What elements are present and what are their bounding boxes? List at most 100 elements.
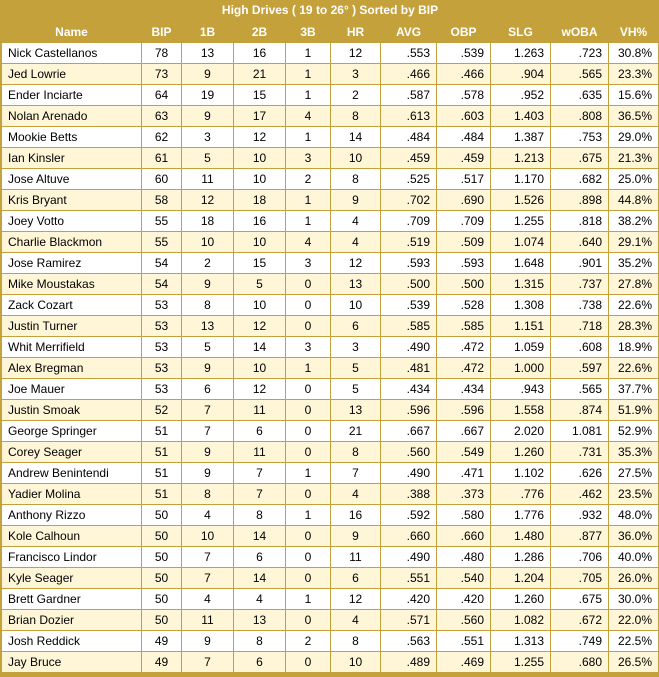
woba-cell: .675 — [550, 147, 609, 169]
table-row: Kyle Seager 50 7 14 0 6.551.540 1.204.705 26.0% — [1, 567, 659, 589]
home-runs-cell: 9 — [330, 189, 381, 211]
doubles-cell: 21 — [233, 63, 286, 85]
triples-cell: 2 — [285, 630, 331, 652]
doubles-cell: 14 — [233, 336, 286, 358]
bip-cell: 51 — [141, 483, 182, 505]
home-runs-cell: 6 — [330, 315, 381, 337]
home-runs-cell: 12 — [330, 42, 381, 64]
table-row: Whit Merrifield 53 5 14 3 3.490.472 1.059.608 1… — [1, 336, 659, 358]
slg-cell: 1.480 — [490, 525, 551, 547]
triples-cell: 1 — [285, 63, 331, 85]
table-row: Jose Altuve 60 11 10 2 8.525.517 1.170.682 25.0… — [1, 168, 659, 190]
vh-pct-cell: 35.2% — [608, 252, 659, 274]
column-header-name[interactable]: Name — [1, 21, 142, 43]
home-runs-cell: 9 — [330, 525, 381, 547]
slg-cell: 1.263 — [490, 42, 551, 64]
obp-cell: .517 — [436, 168, 491, 190]
vh-pct-cell: 44.8% — [608, 189, 659, 211]
obp-cell: .469 — [436, 651, 491, 673]
avg-cell: .466 — [380, 63, 437, 85]
woba-cell: .626 — [550, 462, 609, 484]
singles-cell: 13 — [181, 42, 234, 64]
home-runs-cell: 4 — [330, 210, 381, 232]
vh-pct-cell: 29.1% — [608, 231, 659, 253]
triples-cell: 0 — [285, 567, 331, 589]
avg-cell: .660 — [380, 525, 437, 547]
doubles-cell: 7 — [233, 462, 286, 484]
obp-cell: .709 — [436, 210, 491, 232]
player-name-cell: Mike Moustakas — [1, 273, 142, 295]
obp-cell: .667 — [436, 420, 491, 442]
player-name-cell: Joey Votto — [1, 210, 142, 232]
doubles-cell: 12 — [233, 378, 286, 400]
table-row: Alex Bregman 53 9 10 1 5.481.472 1.000.597 22.6… — [1, 357, 659, 379]
singles-cell: 9 — [181, 105, 234, 127]
woba-cell: .640 — [550, 231, 609, 253]
singles-cell: 5 — [181, 336, 234, 358]
player-name-cell: Josh Reddick — [1, 630, 142, 652]
player-name-cell: Kole Calhoun — [1, 525, 142, 547]
doubles-cell: 10 — [233, 357, 286, 379]
triples-cell: 0 — [285, 420, 331, 442]
column-header-3b[interactable]: 3B — [285, 21, 331, 43]
avg-cell: .593 — [380, 252, 437, 274]
obp-cell: .580 — [436, 504, 491, 526]
woba-cell: .597 — [550, 357, 609, 379]
triples-cell: 3 — [285, 252, 331, 274]
bip-cell: 53 — [141, 357, 182, 379]
woba-cell: .675 — [550, 588, 609, 610]
slg-cell: 1.260 — [490, 441, 551, 463]
column-header-1b[interactable]: 1B — [181, 21, 234, 43]
vh-pct-cell: 35.3% — [608, 441, 659, 463]
vh-pct-cell: 26.0% — [608, 567, 659, 589]
player-name-cell: Jose Ramirez — [1, 252, 142, 274]
singles-cell: 4 — [181, 588, 234, 610]
doubles-cell: 10 — [233, 147, 286, 169]
vh-pct-cell: 29.0% — [608, 126, 659, 148]
player-name-cell: Jed Lowrie — [1, 63, 142, 85]
column-header-hr[interactable]: HR — [330, 21, 381, 43]
slg-cell: 1.558 — [490, 399, 551, 421]
triples-cell: 0 — [285, 546, 331, 568]
bip-cell: 50 — [141, 567, 182, 589]
bip-cell: 53 — [141, 294, 182, 316]
slg-cell: .952 — [490, 84, 551, 106]
avg-cell: .592 — [380, 504, 437, 526]
obp-cell: .509 — [436, 231, 491, 253]
doubles-cell: 5 — [233, 273, 286, 295]
woba-cell: .932 — [550, 504, 609, 526]
woba-cell: .608 — [550, 336, 609, 358]
woba-cell: .877 — [550, 525, 609, 547]
home-runs-cell: 8 — [330, 441, 381, 463]
obp-cell: .593 — [436, 252, 491, 274]
avg-cell: .490 — [380, 546, 437, 568]
column-header-vh-pct[interactable]: VH% — [608, 21, 659, 43]
player-name-cell: Kris Bryant — [1, 189, 142, 211]
column-header-bip[interactable]: BIP — [141, 21, 182, 43]
singles-cell: 3 — [181, 126, 234, 148]
slg-cell: 1.170 — [490, 168, 551, 190]
slg-cell: 1.074 — [490, 231, 551, 253]
column-header-2b[interactable]: 2B — [233, 21, 286, 43]
slg-cell: 1.648 — [490, 252, 551, 274]
slg-cell: 1.403 — [490, 105, 551, 127]
singles-cell: 6 — [181, 378, 234, 400]
singles-cell: 9 — [181, 357, 234, 379]
table-row: Francisco Lindor 50 7 6 0 11.490.480 1.286.706… — [1, 546, 659, 568]
column-header-slg[interactable]: SLG — [490, 21, 551, 43]
slg-cell: 1.255 — [490, 210, 551, 232]
singles-cell: 12 — [181, 189, 234, 211]
avg-cell: .519 — [380, 231, 437, 253]
column-header-obp[interactable]: OBP — [436, 21, 491, 43]
column-header-avg[interactable]: AVG — [380, 21, 437, 43]
table-header: Name BIP 1B 2B 3B HR AVG OBP SLG wOBA VH… — [1, 21, 659, 43]
vh-pct-cell: 37.7% — [608, 378, 659, 400]
avg-cell: .388 — [380, 483, 437, 505]
column-header-woba[interactable]: wOBA — [550, 21, 609, 43]
home-runs-cell: 14 — [330, 126, 381, 148]
table-row: Justin Smoak 52 7 11 0 13.596.596 1.558.874 51.… — [1, 399, 659, 421]
vh-pct-cell: 27.5% — [608, 462, 659, 484]
player-name-cell: Jose Altuve — [1, 168, 142, 190]
avg-cell: .489 — [380, 651, 437, 673]
doubles-cell: 6 — [233, 651, 286, 673]
